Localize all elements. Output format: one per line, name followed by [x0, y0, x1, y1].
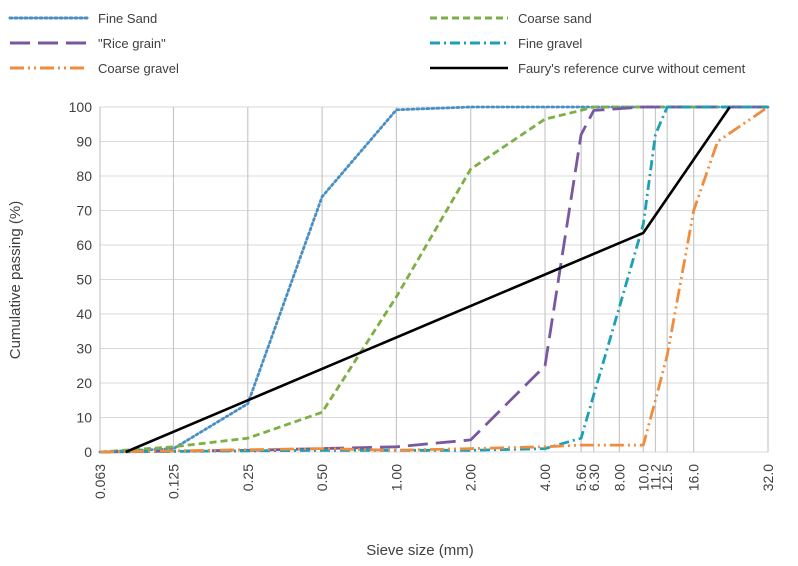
y-tick-label: 60	[76, 237, 92, 253]
series-line-5	[125, 106, 731, 454]
x-tick-label: 12.5	[659, 464, 675, 491]
legend-label: "Rice grain"	[98, 36, 166, 51]
series-line-1	[99, 105, 768, 454]
x-tick-label: 2.00	[463, 464, 479, 491]
y-tick-label: 30	[76, 341, 92, 357]
y-tick-label: 10	[76, 410, 92, 426]
legend-label: Coarse sand	[518, 11, 592, 26]
y-tick-label: 0	[84, 444, 92, 460]
x-tick-label: 0.125	[165, 464, 181, 499]
y-tick-label: 80	[76, 168, 92, 184]
x-tick-label: 8.00	[611, 464, 627, 491]
x-tick-label: 0.25	[240, 464, 256, 491]
x-axis-title: Sieve size (mm)	[366, 542, 474, 559]
y-tick-label: 70	[76, 203, 92, 219]
axis-ticks: 0 10 20 30 40 50 60 70 80 90 100 0.063 0.125 0.25 0.50…	[69, 99, 776, 499]
plot-grid	[99, 106, 769, 453]
legend: Fine Sand Coarse sand "Rice grain" Fine gra…	[8, 11, 746, 76]
series-line-0	[98, 105, 770, 454]
y-tick-label: 20	[76, 375, 92, 391]
legend-label: Coarse gravel	[98, 61, 179, 76]
x-tick-label: 32.0	[760, 464, 776, 491]
x-tick-label: 6.30	[586, 464, 602, 491]
x-tick-label: 10.0	[635, 464, 651, 491]
y-tick-label: 90	[76, 134, 92, 150]
x-tick-label: 0.063	[92, 464, 108, 499]
x-tick-label: 11.2	[647, 464, 663, 490]
legend-label: Fine Sand	[98, 11, 157, 26]
x-tick-label: 4.00	[537, 464, 553, 491]
x-tick-label: 0.50	[314, 464, 330, 491]
x-tick-label: 1.00	[388, 464, 404, 491]
y-tick-label: 40	[76, 306, 92, 322]
y-tick-label: 50	[76, 272, 92, 288]
legend-label: Faury's reference curve without cement	[518, 61, 746, 76]
x-tick-label: 16.0	[686, 464, 702, 491]
x-tick-label: 5.60	[573, 464, 589, 491]
legend-label: Fine gravel	[518, 36, 582, 51]
series-line-4	[99, 105, 769, 454]
y-tick-label: 100	[69, 99, 93, 115]
series-line-3	[99, 105, 768, 454]
series-lines	[98, 105, 770, 454]
y-axis-title: Cumulative passing (%)	[7, 201, 24, 359]
